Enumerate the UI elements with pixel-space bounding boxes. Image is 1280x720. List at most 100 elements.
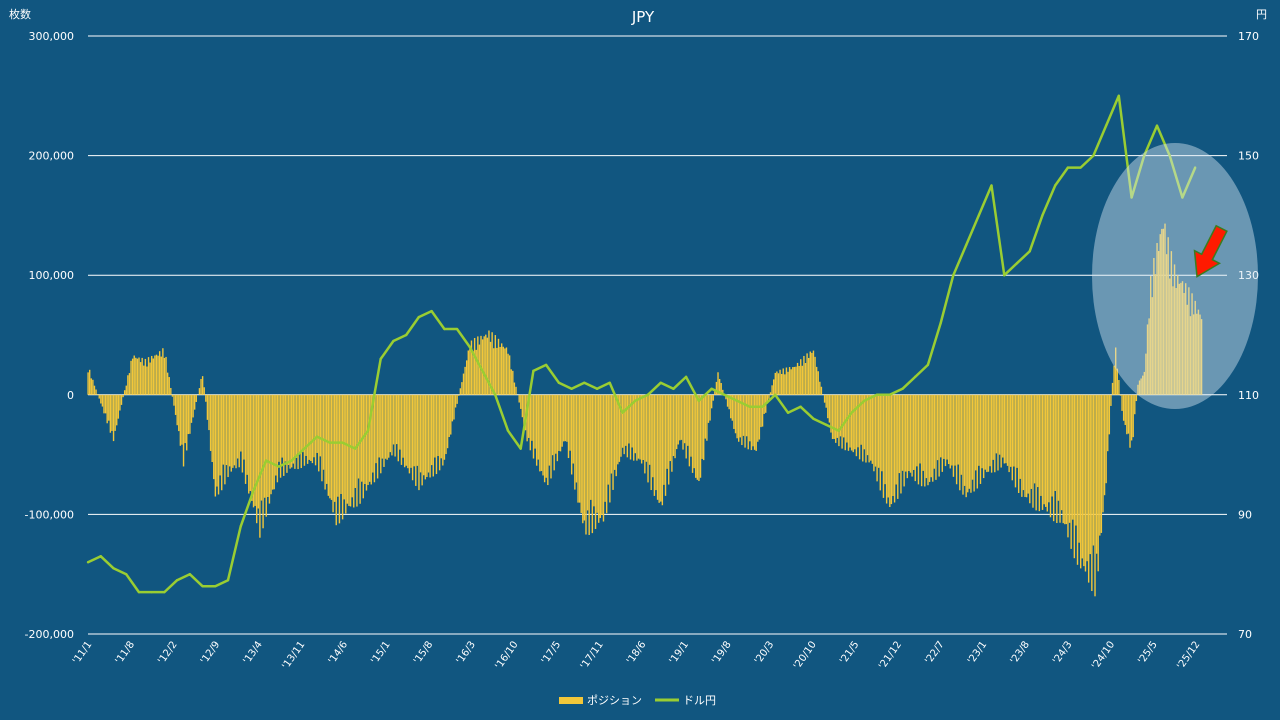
position-bar: [426, 394, 428, 478]
position-bar: [518, 394, 520, 403]
position-bar: [1027, 394, 1029, 494]
position-bar: [1062, 394, 1064, 524]
position-bar: [842, 394, 845, 438]
position-bar: [1041, 394, 1044, 510]
position-bar: [1183, 292, 1185, 395]
position-bar: [796, 362, 799, 395]
usdjpy-point: [214, 584, 217, 588]
position-bar: [835, 394, 837, 443]
position-bar: [927, 394, 929, 486]
position-bar: [130, 360, 132, 395]
position-bar: [295, 394, 298, 458]
position-bar: [534, 394, 536, 449]
usdjpy-point: [303, 447, 306, 450]
position-bar: [289, 394, 291, 469]
position-bar: [626, 394, 629, 458]
position-bar: [1011, 394, 1014, 481]
usdjpy-point: [697, 399, 701, 402]
position-bar: [586, 394, 589, 511]
position-bar: [486, 337, 489, 395]
position-bar: [1143, 371, 1146, 395]
usdjpy-point: [1066, 166, 1070, 169]
usdjpy-point: [913, 375, 917, 379]
position-bar: [238, 394, 240, 468]
usdjpy-point: [1155, 124, 1159, 127]
position-bar: [952, 394, 955, 477]
position-bar: [618, 394, 621, 462]
position-bar: [543, 394, 546, 483]
position-bar: [671, 394, 673, 472]
usdjpy-point: [621, 411, 624, 414]
usdjpy-point: [837, 429, 841, 432]
position-bar: [728, 394, 730, 410]
position-bar: [1032, 394, 1034, 508]
position-bar: [381, 394, 384, 459]
position-bar: [666, 394, 668, 469]
position-bar: [451, 394, 454, 422]
position-bar: [550, 394, 552, 479]
position-bar: [303, 394, 306, 466]
usdjpy-point: [583, 381, 586, 385]
position-bar: [1188, 287, 1190, 395]
position-bar: [512, 370, 514, 395]
position-bar: [421, 394, 423, 486]
position-bar: [496, 347, 498, 395]
left-axis-label: 枚数: [9, 7, 31, 21]
position-bar: [989, 394, 991, 467]
position-bar: [639, 394, 641, 460]
position-bar: [567, 394, 570, 459]
position-bar: [930, 394, 932, 478]
position-bar: [513, 382, 516, 395]
position-bar: [787, 371, 789, 395]
position-bar: [1145, 353, 1147, 395]
position-bar: [1048, 394, 1050, 503]
usdjpy-point: [290, 459, 293, 462]
position-bar: [465, 360, 468, 395]
position-bar: [879, 394, 881, 491]
position-bar: [327, 394, 329, 496]
right-axis-ticks: 170 150 130 110 90 70: [1238, 30, 1259, 641]
right-axis-label: 円: [1256, 8, 1267, 21]
position-bar: [967, 394, 969, 493]
position-bar: [1084, 394, 1087, 572]
position-bar: [98, 394, 100, 399]
position-bar: [776, 371, 778, 395]
position-bar: [680, 394, 683, 440]
usdjpy-point: [659, 381, 662, 385]
position-bar: [839, 394, 842, 437]
usdjpy-point: [1041, 214, 1044, 217]
position-bar: [992, 394, 994, 460]
position-bar: [973, 394, 975, 492]
position-bar: [488, 330, 490, 395]
position-bar: [419, 394, 422, 473]
position-bar: [1070, 394, 1072, 549]
position-bar: [437, 394, 439, 457]
position-bar: [884, 394, 886, 485]
position-bar: [173, 394, 175, 406]
usdjpy-point: [506, 429, 510, 432]
position-bar: [459, 388, 462, 395]
position-bar: [302, 394, 304, 453]
position-bar: [741, 394, 743, 446]
position-bar: [316, 394, 318, 453]
position-bar: [407, 394, 409, 469]
position-bar: [168, 377, 170, 395]
position-bar: [755, 394, 757, 451]
usdjpy-point: [1168, 154, 1171, 157]
position-bar: [704, 394, 706, 439]
usdjpy-point: [379, 357, 382, 361]
position-bar: [461, 382, 463, 395]
position-bar: [995, 394, 998, 454]
position-bar: [472, 350, 474, 395]
position-bar: [836, 394, 839, 438]
position-bar: [375, 394, 377, 464]
usdjpy-point: [1079, 166, 1082, 169]
position-bar: [343, 394, 345, 500]
right-tick-label: 170: [1238, 30, 1259, 43]
position-bar: [1159, 234, 1161, 395]
position-bar: [709, 394, 711, 421]
position-bar: [782, 368, 784, 395]
position-bar: [1060, 394, 1063, 511]
position-bar: [715, 381, 718, 395]
position-bar: [661, 394, 664, 506]
